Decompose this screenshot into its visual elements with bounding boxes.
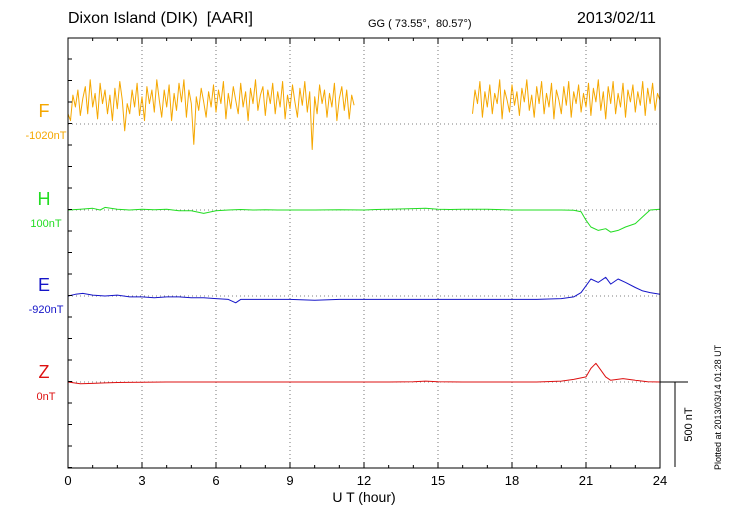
x-tick-label: 0 xyxy=(64,473,71,488)
x-tick-label: 21 xyxy=(579,473,593,488)
series-line-e xyxy=(67,276,661,304)
series-label-z: Z xyxy=(39,362,50,382)
x-tick-label: 18 xyxy=(505,473,519,488)
series-line-h xyxy=(67,206,661,233)
series-offset-h: 100nT xyxy=(30,218,61,230)
x-tick-label: 3 xyxy=(138,473,145,488)
x-tick-label: 9 xyxy=(286,473,293,488)
x-tick-label: 6 xyxy=(212,473,219,488)
series-label-e: E xyxy=(38,275,50,295)
series-line-z xyxy=(67,362,661,385)
series-offset-z: 0nT xyxy=(37,391,56,403)
plot-date: 2013/02/11 xyxy=(577,10,656,27)
station-title: Dixon Island (DIK) [AARI] xyxy=(68,10,253,27)
x-tick-label: 15 xyxy=(431,473,445,488)
series-label-h: H xyxy=(38,189,51,209)
series-offset-e: -920nT xyxy=(29,304,64,316)
x-tick-label: 24 xyxy=(653,473,667,488)
series-offset-f: -1020nT xyxy=(26,130,67,142)
series-label-f: F xyxy=(39,101,50,121)
x-axis-title: U T (hour) xyxy=(332,489,395,505)
station-coordinates: GG ( 73.55°, 80.57°) xyxy=(368,18,472,30)
series-line-f xyxy=(67,79,355,150)
series-line-f xyxy=(472,79,661,120)
scale-bar-label: 500 nT xyxy=(683,407,695,442)
x-tick-label: 12 xyxy=(357,473,371,488)
